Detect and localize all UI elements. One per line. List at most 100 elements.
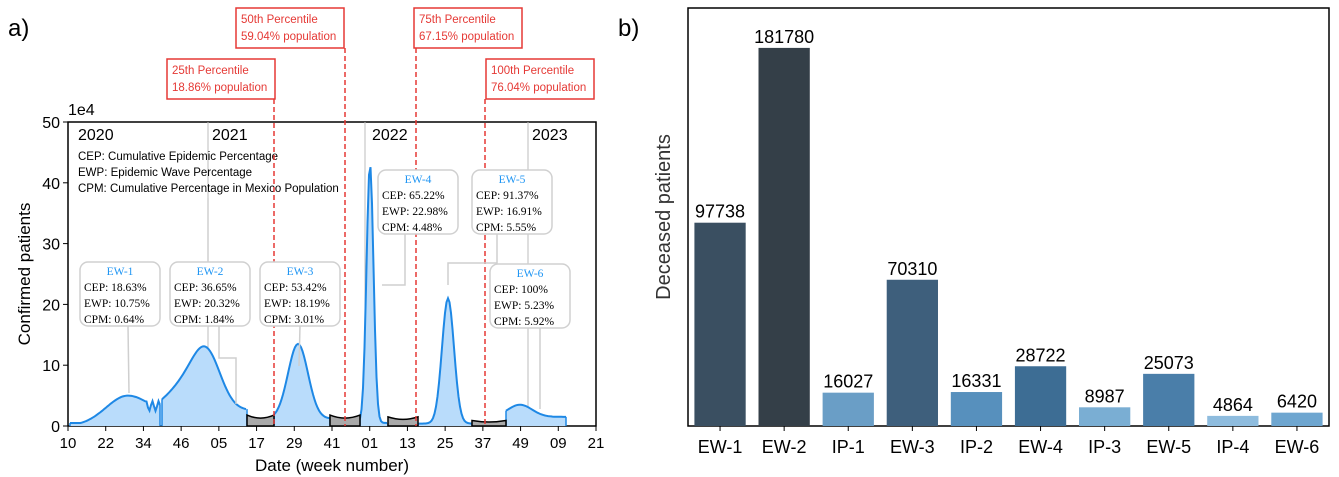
wave-connector: [127, 325, 130, 394]
wave-box: [489, 263, 571, 329]
wave-line: [418, 295, 472, 425]
percentile-population: 76.04% population: [491, 82, 586, 94]
wave-ewp: EWP: 22.98%: [382, 206, 448, 218]
year-label: 2020: [78, 127, 114, 144]
x-tick-label: 25: [437, 435, 454, 452]
y-tick-label: 50: [42, 115, 60, 132]
x-tick-label: 41: [324, 435, 341, 452]
bar-value-label: 70310: [887, 259, 937, 279]
bar: [1207, 415, 1259, 426]
wave-cpm: CPM: 0.64%: [84, 314, 144, 326]
wave-name: EW-6: [517, 268, 544, 280]
y-tick-label: 10: [42, 358, 60, 375]
panel-label-b: b): [618, 15, 639, 42]
bar: [1143, 373, 1195, 426]
year-label: 2022: [372, 127, 408, 144]
y-multiplier-label: 1e4: [68, 102, 95, 119]
year-label: 2021: [212, 127, 248, 144]
y-tick-label: 40: [42, 176, 60, 193]
bar-value-label: 181780: [754, 27, 814, 47]
percentile-box: [485, 58, 595, 100]
wave-cpm: CPM: 5.92%: [494, 316, 554, 328]
wave-connector: [382, 234, 406, 286]
wave-connector: [218, 326, 237, 404]
bar: [950, 392, 1003, 426]
wave-box: [377, 169, 459, 235]
wave-line: [273, 342, 330, 420]
percentile-title: 100th Percentile: [491, 65, 574, 77]
x-tick-label: IP-1: [832, 437, 865, 457]
y-tick-label: 30: [42, 237, 60, 254]
wave-name: EW-3: [287, 266, 314, 278]
x-tick-label: 22: [97, 435, 114, 452]
wave-name: EW-2: [197, 266, 224, 278]
wave-line: [70, 394, 161, 424]
wave-box: [471, 169, 553, 235]
wave-ewp: EWP: 18.19%: [264, 298, 330, 310]
wave-line: [505, 403, 566, 418]
bar-value-label: 8987: [1085, 386, 1125, 406]
bar: [822, 392, 874, 426]
percentile-population: 18.86% population: [172, 82, 267, 94]
percentile-box: [166, 58, 276, 100]
x-axis-label: Date (week number): [255, 456, 409, 475]
bar: [1079, 407, 1131, 426]
legend-note: EWP: Epidemic Wave Percentage: [78, 167, 252, 179]
wave-cep: CEP: 65.22%: [382, 190, 445, 202]
x-tick-label: 46: [173, 435, 190, 452]
x-tick-label: 21: [588, 435, 605, 452]
bar: [758, 47, 810, 427]
deceased-patients-chart: Deceased patients 97738 EW-1 181780 EW-2 1602…: [653, 7, 1330, 457]
bar-value-label: 16027: [823, 372, 873, 392]
interval-area: [387, 415, 419, 427]
x-tick-label: EW-1: [698, 437, 743, 457]
x-tick-label: 01: [361, 435, 378, 452]
wave-ewp: EWP: 5.23%: [494, 300, 554, 312]
legend-note: CEP: Cumulative Epidemic Percentage: [78, 151, 278, 163]
y-axis-label: Deceased patients: [653, 134, 675, 300]
wave-ewp: EWP: 20.32%: [174, 298, 240, 310]
wave-ewp: EWP: 10.75%: [84, 298, 150, 310]
percentile-population: 59.04% population: [241, 31, 336, 43]
percentile-box: [235, 7, 345, 49]
wave-cpm: CPM: 3.01%: [264, 314, 324, 326]
x-tick-label: 29: [286, 435, 303, 452]
wave-name: EW-5: [499, 174, 526, 186]
bar-value-label: 16331: [951, 371, 1001, 391]
x-tick-label: EW-2: [762, 437, 807, 457]
wave-area: [162, 346, 247, 426]
bar: [886, 279, 938, 426]
wave-cep: CEP: 91.37%: [476, 190, 539, 202]
x-tick-label: 34: [135, 435, 152, 452]
x-tick-label: 10: [60, 435, 77, 452]
wave-connector: [447, 234, 498, 285]
wave-cep: CEP: 18.63%: [84, 282, 147, 294]
x-tick-label: EW-3: [890, 437, 935, 457]
wave-box: [169, 261, 251, 327]
bar-value-label: 25073: [1144, 353, 1194, 373]
x-tick-label: EW-6: [1275, 437, 1320, 457]
wave-area: [418, 298, 472, 426]
wave-cpm: CPM: 5.55%: [476, 222, 536, 234]
wave-ewp: EWP: 16.91%: [476, 206, 542, 218]
percentile-title: 25th Percentile: [172, 65, 249, 77]
interval-area: [246, 413, 275, 427]
x-tick-label: 09: [550, 435, 567, 452]
wave-cpm: CPM: 1.84%: [174, 314, 234, 326]
y-tick-label: 20: [42, 297, 60, 314]
wave-box: [259, 261, 341, 327]
wave-cep: CEP: 53.42%: [264, 282, 327, 294]
panel-label-a: a): [8, 15, 29, 42]
bar-value-label: 97738: [695, 202, 745, 222]
wave-line: [359, 167, 388, 424]
x-tick-label: EW-5: [1146, 437, 1191, 457]
x-tick-label: IP-2: [960, 437, 993, 457]
wave-area: [506, 404, 566, 426]
percentile-title: 75th Percentile: [419, 14, 496, 26]
x-tick-label: EW-4: [1018, 437, 1063, 457]
bar: [1014, 366, 1067, 426]
bar: [694, 222, 746, 426]
wave-line: [161, 345, 247, 411]
